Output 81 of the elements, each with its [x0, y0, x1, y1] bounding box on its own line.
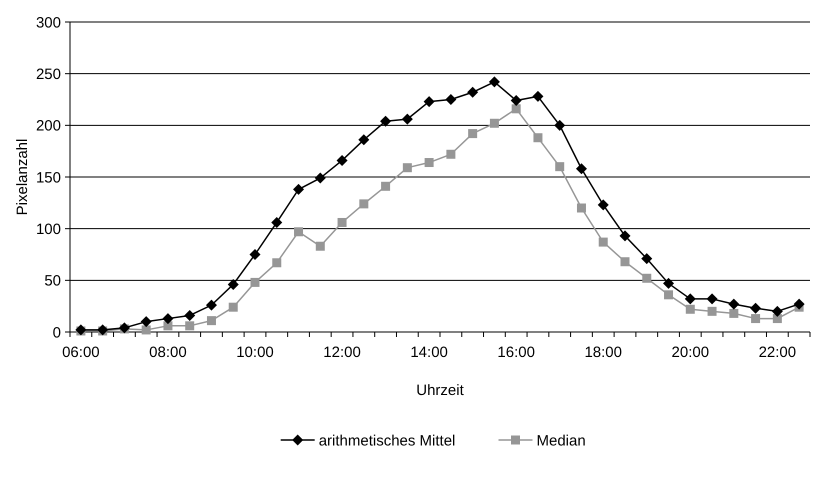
- x-tick-label: 12:00: [323, 344, 361, 361]
- legend-label: Median: [536, 432, 586, 450]
- y-tick-label: 50: [44, 272, 61, 290]
- point: [467, 86, 478, 98]
- point: [338, 218, 347, 227]
- point: [206, 316, 216, 326]
- point: [598, 238, 608, 247]
- point: [750, 302, 762, 314]
- point: [316, 242, 325, 251]
- point: [271, 216, 282, 228]
- legend-label: arithmetisches Mittel: [318, 432, 456, 450]
- y-tick-label: 200: [36, 118, 61, 135]
- point: [402, 114, 413, 125]
- point: [684, 293, 696, 304]
- point: [293, 184, 304, 195]
- point: [533, 133, 542, 142]
- point: [510, 95, 522, 106]
- point: [663, 278, 674, 289]
- point: [359, 199, 368, 208]
- point: [794, 298, 805, 310]
- y-tick-label: 300: [36, 14, 61, 32]
- point: [424, 158, 434, 168]
- y-tick-label: 0: [52, 324, 61, 342]
- point: [642, 274, 652, 283]
- point: [751, 314, 760, 324]
- point: [314, 172, 326, 184]
- point: [162, 313, 174, 324]
- point: [490, 118, 499, 128]
- x-tick-label: 16:00: [497, 344, 535, 361]
- point: [468, 129, 478, 138]
- point: [576, 163, 587, 174]
- x-tick-label: 08:00: [149, 344, 187, 361]
- point: [446, 150, 456, 159]
- point: [620, 257, 630, 266]
- y-tick-label: 150: [36, 169, 61, 186]
- x-tick-label: 22:00: [758, 344, 796, 361]
- x-tick-label: 20:00: [672, 344, 710, 361]
- point: [772, 314, 782, 324]
- point: [512, 104, 521, 114]
- point: [728, 298, 740, 310]
- point: [250, 249, 260, 260]
- x-tick-label: 06:00: [62, 344, 100, 361]
- point: [336, 154, 348, 166]
- point: [772, 306, 783, 317]
- point: [380, 116, 392, 127]
- point: [445, 94, 456, 105]
- y-axis-title: Pixelanzahl: [14, 138, 31, 216]
- point: [576, 204, 586, 212]
- point: [664, 290, 674, 300]
- point: [358, 134, 370, 146]
- point: [206, 300, 217, 311]
- point: [381, 182, 390, 191]
- point: [402, 163, 412, 172]
- point: [140, 316, 152, 328]
- point: [185, 321, 194, 330]
- point: [686, 304, 695, 314]
- point: [598, 199, 609, 210]
- point: [250, 278, 260, 287]
- point: [424, 96, 435, 108]
- y-tick-label: 250: [36, 66, 61, 83]
- x-axis-title: Uhrzeit: [416, 382, 465, 399]
- point: [228, 302, 238, 312]
- point: [488, 76, 500, 88]
- point: [142, 325, 151, 334]
- x-tick-label: 18:00: [584, 344, 622, 361]
- y-tick-label: 100: [36, 220, 61, 238]
- point: [555, 162, 564, 172]
- point: [620, 230, 630, 242]
- point: [729, 308, 738, 318]
- point: [554, 120, 566, 131]
- x-tick-label: 14:00: [410, 344, 448, 361]
- point: [184, 310, 196, 321]
- point: [272, 258, 282, 268]
- point: [294, 227, 304, 236]
- point: [532, 90, 544, 102]
- point: [708, 306, 717, 316]
- point: [228, 278, 239, 290]
- point: [641, 253, 652, 264]
- x-tick-label: 10:00: [236, 344, 274, 361]
- point: [706, 293, 718, 304]
- point: [163, 321, 172, 330]
